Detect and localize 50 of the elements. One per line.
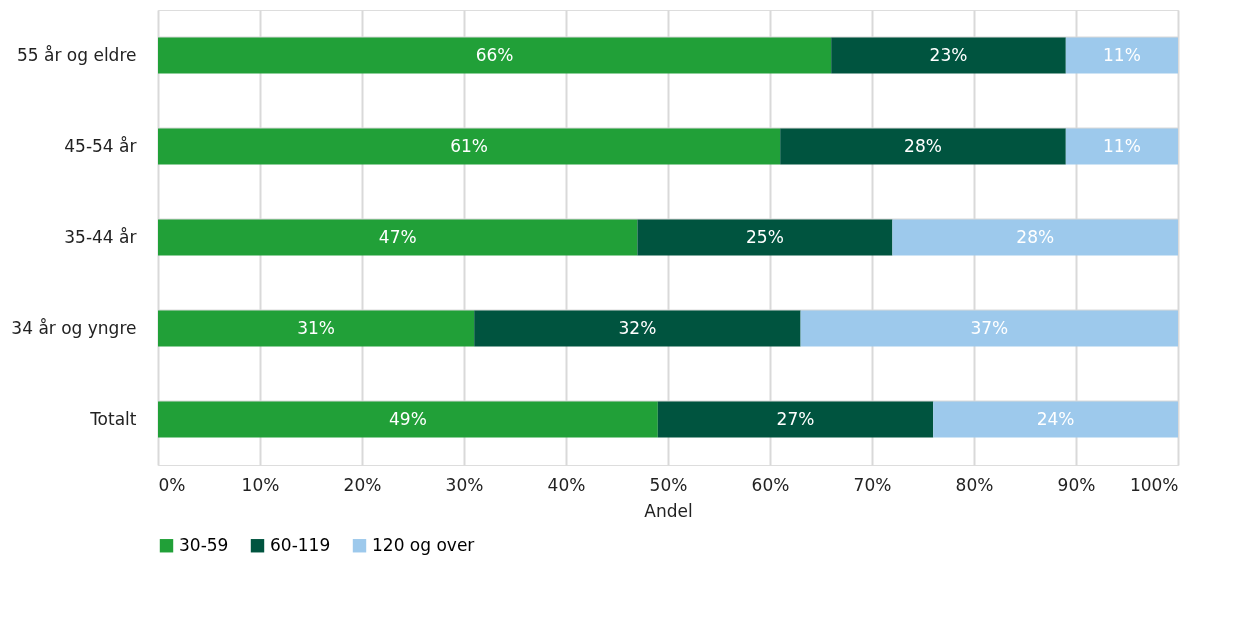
bar <box>474 310 801 347</box>
data-label: 47% <box>378 226 417 247</box>
bar <box>158 310 475 347</box>
y-tick-label: 55 år og eldre <box>17 44 137 65</box>
data-label: 31% <box>297 317 335 338</box>
bar <box>158 219 638 256</box>
x-tick-label: 50% <box>649 474 688 495</box>
y-tick-label: 35-44 år <box>64 226 137 247</box>
bar <box>657 401 934 438</box>
y-tick-label: Totalt <box>89 408 137 429</box>
x-tick-label: 20% <box>343 474 382 495</box>
bar <box>637 219 893 256</box>
bar <box>158 128 781 165</box>
bar <box>892 219 1178 256</box>
bar <box>158 37 832 74</box>
data-label: 11% <box>1103 44 1141 65</box>
x-tick-label: 80% <box>955 474 994 495</box>
x-tick-label: 0% <box>158 474 186 495</box>
bar <box>800 310 1178 347</box>
bar <box>780 128 1066 165</box>
data-label: 28% <box>904 135 942 156</box>
x-tick-label: 10% <box>241 474 280 495</box>
data-label: 32% <box>618 317 657 338</box>
data-label: 28% <box>1016 226 1055 247</box>
legend-label: 120 og over <box>372 534 475 555</box>
y-tick-label: 45-54 år <box>64 135 137 156</box>
data-label: 24% <box>1036 408 1075 429</box>
bar <box>831 37 1066 74</box>
bar <box>933 401 1178 438</box>
data-label: 23% <box>929 44 968 65</box>
legend-label: 60-119 <box>270 534 331 555</box>
data-label: 66% <box>475 44 514 65</box>
bar <box>158 401 658 438</box>
bar <box>1065 128 1178 165</box>
x-tick-label: 100% <box>1129 474 1179 495</box>
data-label: 61% <box>450 135 488 156</box>
x-tick-label: 30% <box>445 474 484 495</box>
data-label: 49% <box>389 408 427 429</box>
y-tick-label: 34 år og yngre <box>11 317 137 338</box>
legend-label: 30-59 <box>179 534 229 555</box>
x-tick-label: 60% <box>751 474 790 495</box>
x-tick-label: 90% <box>1057 474 1096 495</box>
data-label: 37% <box>970 317 1009 338</box>
x-axis-title: Andel <box>644 500 693 521</box>
x-tick-label: 70% <box>853 474 892 495</box>
x-tick-label: 40% <box>547 474 586 495</box>
data-label: 27% <box>776 408 815 429</box>
data-label: 25% <box>746 226 784 247</box>
bar <box>1065 37 1178 74</box>
data-label: 11% <box>1103 135 1141 156</box>
